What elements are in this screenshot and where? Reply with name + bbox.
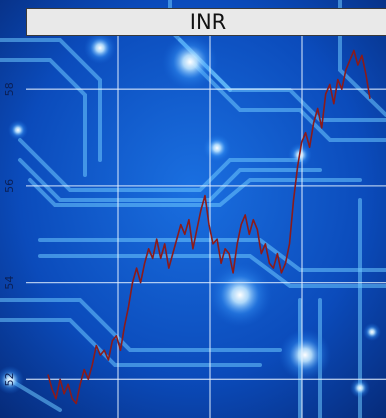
series-line-inr [47,49,371,405]
grid [26,36,386,418]
y-tick-label-58: 58 [3,82,16,96]
chart-title: INR [189,10,227,34]
chart-title-bar: INR [26,8,386,36]
y-axis-ticks: 52 54 56 58 [3,82,16,386]
y-tick-label-54: 54 [3,276,16,290]
y-tick-label-52: 52 [3,372,16,386]
y-tick-label-56: 56 [3,179,16,193]
